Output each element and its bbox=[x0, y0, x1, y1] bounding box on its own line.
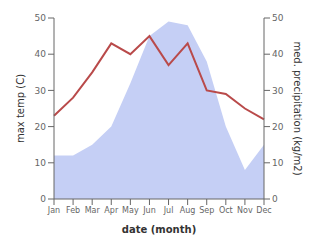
svg-text:20: 20 bbox=[272, 122, 284, 132]
svg-text:Jul: Jul bbox=[163, 206, 174, 215]
svg-text:40: 40 bbox=[272, 49, 284, 59]
svg-text:Dec: Dec bbox=[256, 206, 271, 215]
svg-text:50: 50 bbox=[35, 13, 47, 23]
svg-text:Oct: Oct bbox=[219, 206, 233, 215]
svg-text:date (month): date (month) bbox=[122, 224, 196, 235]
svg-text:Jun: Jun bbox=[142, 206, 156, 215]
svg-text:20: 20 bbox=[35, 122, 47, 132]
svg-text:10: 10 bbox=[35, 158, 47, 168]
svg-text:Mar: Mar bbox=[85, 206, 101, 215]
svg-text:0: 0 bbox=[272, 194, 278, 204]
svg-text:0: 0 bbox=[40, 194, 46, 204]
svg-text:Apr: Apr bbox=[104, 206, 119, 215]
svg-text:Aug: Aug bbox=[180, 206, 196, 215]
svg-text:40: 40 bbox=[35, 49, 47, 59]
svg-text:30: 30 bbox=[35, 86, 47, 96]
svg-text:50: 50 bbox=[272, 13, 284, 23]
svg-text:10: 10 bbox=[272, 158, 284, 168]
svg-text:Jan: Jan bbox=[47, 206, 60, 215]
svg-text:Feb: Feb bbox=[66, 206, 80, 215]
svg-text:30: 30 bbox=[272, 86, 284, 96]
svg-text:max temp (C): max temp (C) bbox=[15, 74, 26, 143]
svg-text:Nov: Nov bbox=[237, 206, 253, 215]
svg-text:Sep: Sep bbox=[199, 206, 214, 215]
svg-text:May: May bbox=[122, 206, 139, 215]
svg-text:med. precipitation (kg/m2): med. precipitation (kg/m2) bbox=[292, 41, 303, 175]
